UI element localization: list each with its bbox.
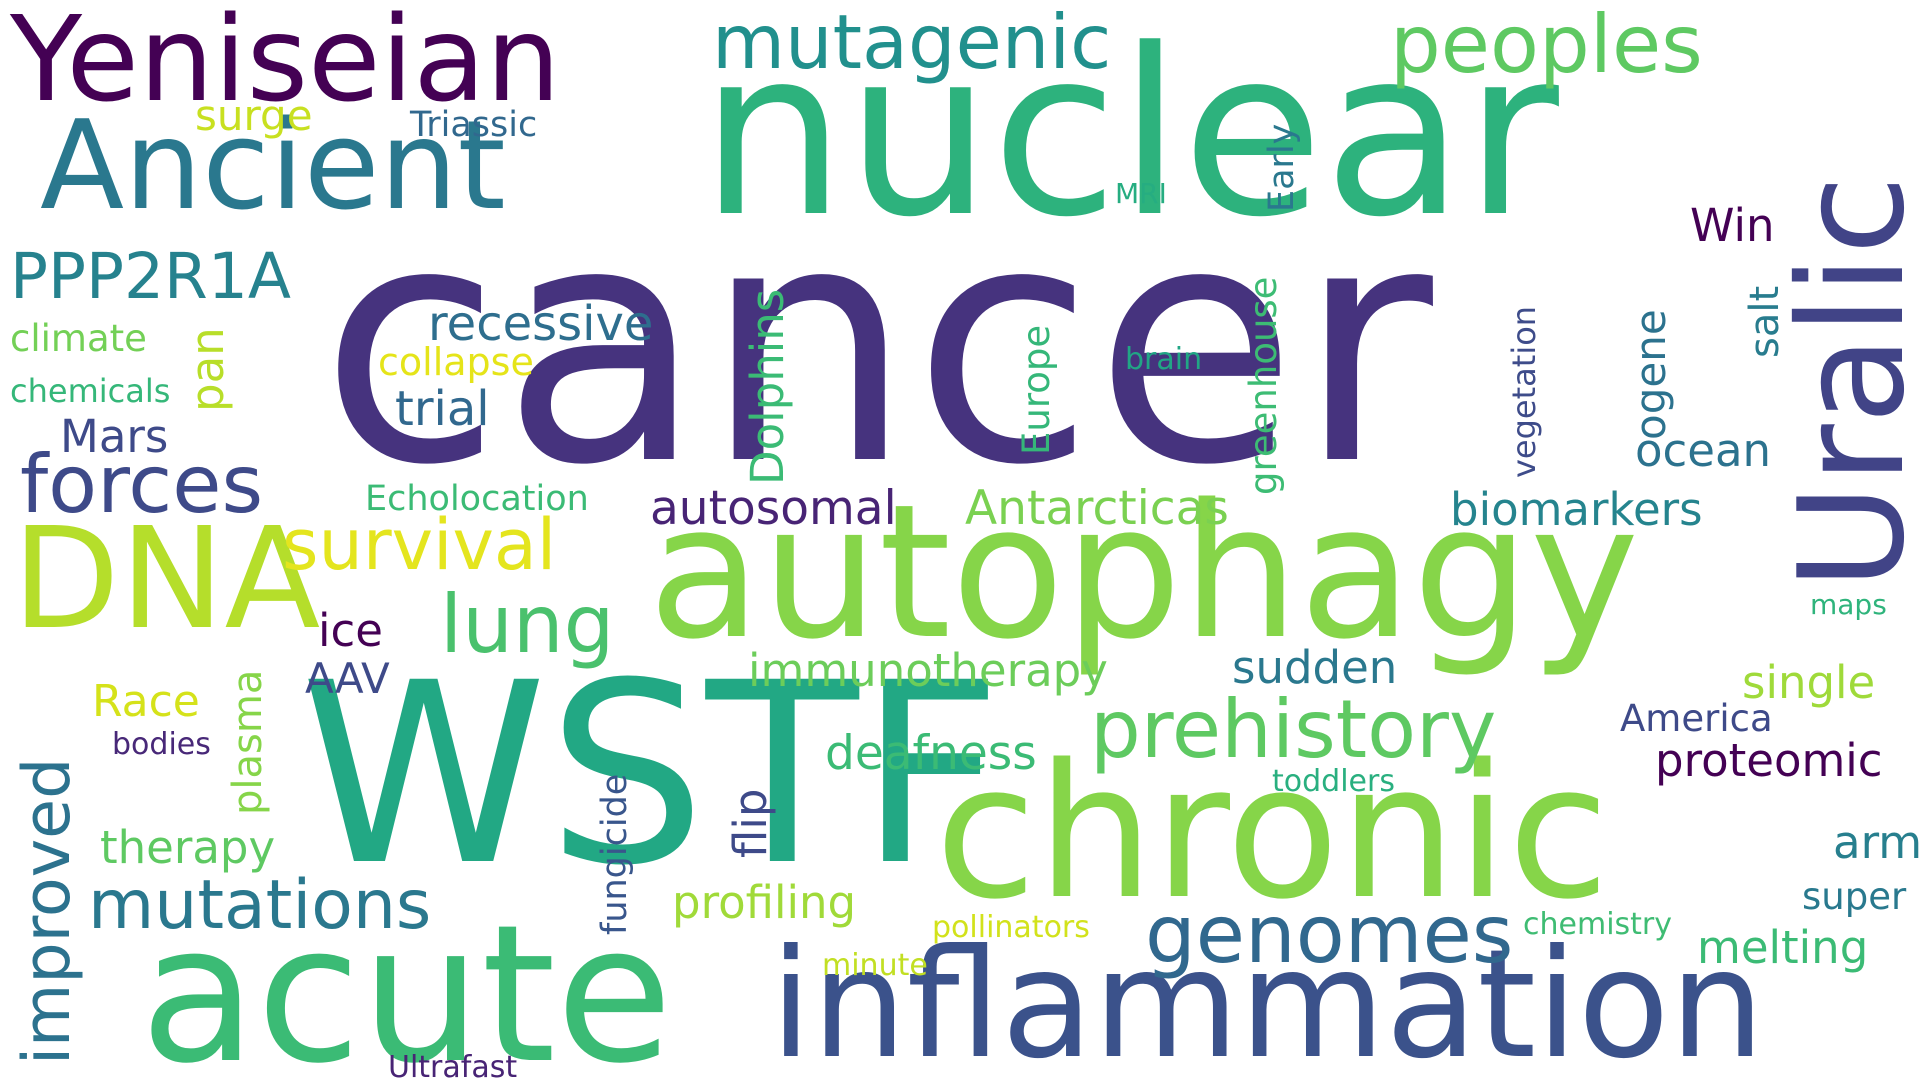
word-dolphins: Dolphins: [741, 288, 794, 485]
word-lung: lung: [440, 578, 615, 671]
word-echolocation: Echolocation: [365, 479, 589, 519]
word-early: Early: [1262, 123, 1302, 212]
word-melting: melting: [1697, 921, 1869, 974]
word-recessive: recessive: [428, 296, 654, 352]
word-surge: surge: [195, 91, 313, 140]
word-triassic: Triassic: [410, 105, 538, 145]
word-bodies: bodies: [112, 727, 211, 762]
word-antarcticas: Antarcticas: [965, 481, 1229, 536]
word-vegetation: vegetation: [1505, 305, 1543, 478]
word-ultrafast: Ultrafast: [388, 1050, 518, 1080]
word-acute: acute: [140, 884, 673, 1080]
word-aav: AAV: [305, 654, 390, 703]
word-chronic: chronic: [935, 724, 1610, 940]
word-genomes: genomes: [1145, 888, 1514, 981]
word-autophagy: autophagy: [648, 464, 1640, 680]
word-brain: brain: [1125, 342, 1203, 377]
word-trial: trial: [395, 381, 490, 437]
word-collapse: collapse: [378, 340, 534, 384]
word-biomarkers: biomarkers: [1450, 483, 1703, 536]
word-race: Race: [92, 676, 200, 727]
word-cancer: cancer: [320, 153, 1433, 537]
word-peoples: peoples: [1390, 0, 1703, 91]
word-america: America: [1620, 697, 1773, 740]
word-mutagenic: mutagenic: [712, 0, 1112, 86]
word-uralic: Uralic: [1768, 175, 1920, 590]
word-fungicide: fungicide: [595, 773, 635, 935]
word-single: single: [1742, 656, 1876, 709]
word-prehistory: prehistory: [1090, 683, 1497, 776]
word-salt: salt: [1742, 285, 1788, 358]
word-therapy: therapy: [100, 821, 276, 874]
word-europe: Europe: [1015, 324, 1058, 455]
word-mars: Mars: [60, 410, 169, 463]
word-yeniseian: Yeniseian: [10, 0, 561, 128]
word-improved: improved: [10, 757, 85, 1065]
word-pollinators: pollinators: [932, 910, 1090, 945]
word-immunotherapy: immunotherapy: [748, 644, 1108, 697]
word-dna: DNA: [12, 498, 321, 661]
word-deafness: deafness: [825, 726, 1037, 781]
word-survival: survival: [282, 504, 557, 586]
word-wstf: WSTF: [300, 629, 1003, 920]
word-climate: climate: [10, 317, 147, 360]
word-chemistry: chemistry: [1523, 907, 1673, 942]
word-win: Win: [1690, 199, 1775, 252]
word-ogene: ogene: [1626, 309, 1675, 440]
word-pan: pan: [181, 327, 234, 412]
word-proteomic: proteomic: [1655, 734, 1883, 787]
word-plasma: plasma: [225, 669, 271, 815]
word-inflammation: inflammation: [770, 918, 1765, 1080]
word-super: super: [1802, 875, 1907, 918]
word-toddlers: toddlers: [1272, 764, 1395, 799]
word-maps: maps: [1810, 588, 1887, 621]
word-profiling: profiling: [672, 876, 857, 929]
word-ocean: ocean: [1635, 424, 1772, 477]
word-minute: minute: [822, 948, 928, 983]
word-mri: MRI: [1115, 177, 1167, 210]
word-mutations: mutations: [88, 866, 432, 945]
word-chemicals: chemicals: [10, 372, 171, 410]
word-ppp2r1a: PPP2R1A: [10, 240, 292, 313]
word-autosomal: autosomal: [650, 481, 897, 536]
word-forces: forces: [20, 438, 264, 531]
word-flip: flip: [724, 788, 777, 858]
word-greenhouse: greenhouse: [1242, 276, 1285, 495]
word-nuclear: nuclear: [700, 1, 1559, 268]
word-ice: ice: [318, 604, 383, 657]
word-sudden: sudden: [1232, 641, 1398, 694]
word-ancient: Ancient: [40, 95, 506, 238]
word-arm: arm: [1833, 816, 1920, 869]
